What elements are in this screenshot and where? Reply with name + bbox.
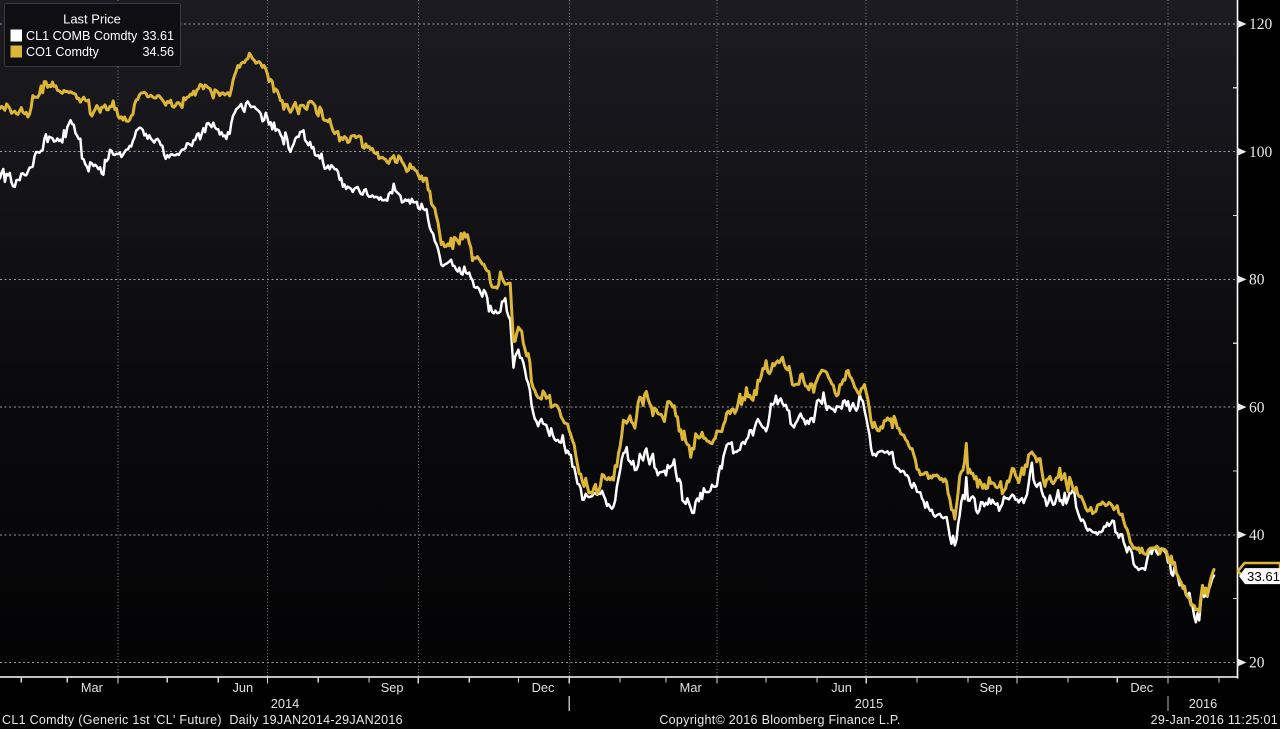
svg-text:100: 100 (1249, 144, 1273, 161)
svg-text:40: 40 (1249, 527, 1265, 544)
svg-text:80: 80 (1249, 272, 1265, 289)
svg-text:2015: 2015 (855, 696, 883, 711)
svg-text:34.56: 34.56 (142, 45, 174, 59)
svg-text:Copyright© 2016 Bloomberg Fina: Copyright© 2016 Bloomberg Finance L.P. (659, 713, 900, 727)
svg-text:Dec: Dec (1130, 680, 1153, 695)
svg-text:2016: 2016 (1189, 696, 1217, 711)
svg-text:120: 120 (1249, 16, 1273, 33)
svg-text:CL1 Comdty (Generic 1st 'CL' F: CL1 Comdty (Generic 1st 'CL' Future) Dai… (2, 713, 403, 727)
svg-text:29-Jan-2016 11:25:01: 29-Jan-2016 11:25:01 (1151, 713, 1278, 727)
svg-text:Mar: Mar (680, 680, 703, 695)
svg-text:Jun: Jun (232, 680, 253, 695)
svg-text:Dec: Dec (532, 680, 555, 695)
svg-text:CO1 Comdty: CO1 Comdty (26, 45, 99, 59)
svg-text:Jun: Jun (831, 680, 852, 695)
svg-text:Sep: Sep (980, 680, 1003, 695)
svg-text:CL1 COMB Comdty: CL1 COMB Comdty (26, 29, 138, 43)
svg-text:33.61: 33.61 (142, 29, 174, 43)
svg-text:Sep: Sep (381, 680, 404, 695)
svg-text:60: 60 (1249, 399, 1265, 416)
svg-text:20: 20 (1249, 655, 1265, 672)
svg-text:2014: 2014 (271, 696, 299, 711)
svg-text:Last Price: Last Price (63, 12, 121, 27)
svg-text:33.61: 33.61 (1247, 569, 1280, 584)
svg-text:Mar: Mar (81, 680, 104, 695)
